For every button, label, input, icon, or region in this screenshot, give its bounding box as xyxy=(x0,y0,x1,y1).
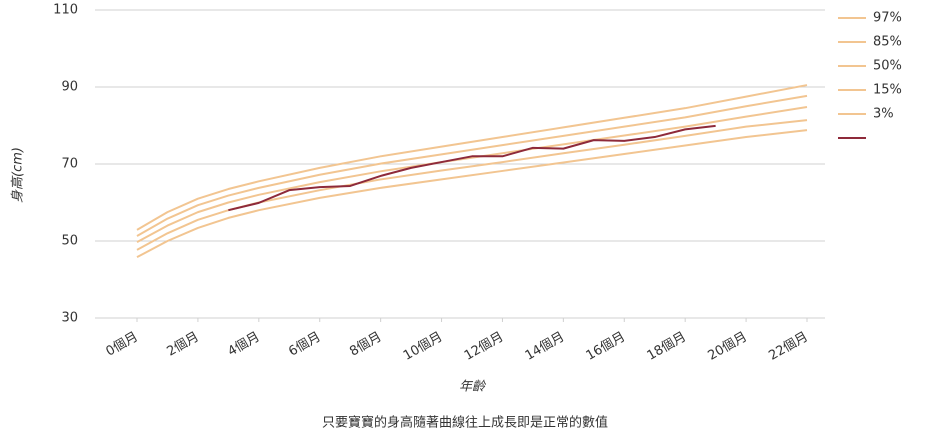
legend-label: 85% xyxy=(873,35,902,50)
series-line xyxy=(136,84,808,231)
x-tick-label: 4個月 xyxy=(225,330,262,360)
y-tick-label: 90 xyxy=(61,80,78,95)
y-tick-label: 30 xyxy=(61,311,78,326)
x-tick-label: 0個月 xyxy=(104,330,141,360)
series-line xyxy=(136,94,808,237)
x-tick-label: 16個月 xyxy=(584,330,628,364)
x-tick-label: 6個月 xyxy=(286,330,323,360)
legend-label: 3% xyxy=(873,107,894,122)
x-tick-label: 22個月 xyxy=(766,330,810,364)
y-tick-label: 110 xyxy=(53,3,78,18)
y-tick-label: 70 xyxy=(61,157,78,172)
caption: 只要寶寶的身高隨著曲線往上成長即是正常的數值 xyxy=(322,415,608,431)
x-tick-label: 8個月 xyxy=(347,330,384,360)
x-tick-label: 2個月 xyxy=(164,330,201,360)
legend-label: 50% xyxy=(873,59,902,74)
series-line xyxy=(136,129,808,259)
legend-label: 15% xyxy=(873,83,902,98)
series-line xyxy=(228,124,716,212)
x-tick-label: 10個月 xyxy=(401,330,445,364)
y-tick-label: 50 xyxy=(61,234,78,249)
x-tick-label: 20個月 xyxy=(705,330,749,364)
x-tick-label: 12個月 xyxy=(462,330,506,364)
legend-label: 97% xyxy=(873,11,902,26)
series-line xyxy=(136,106,808,244)
x-tick-label: 14個月 xyxy=(523,330,567,364)
y-axis-title: 身高(cm) xyxy=(11,147,26,203)
x-tick-label: 18個月 xyxy=(645,330,689,364)
x-axis-title: 年齡 xyxy=(459,380,487,395)
series-line xyxy=(136,119,808,251)
